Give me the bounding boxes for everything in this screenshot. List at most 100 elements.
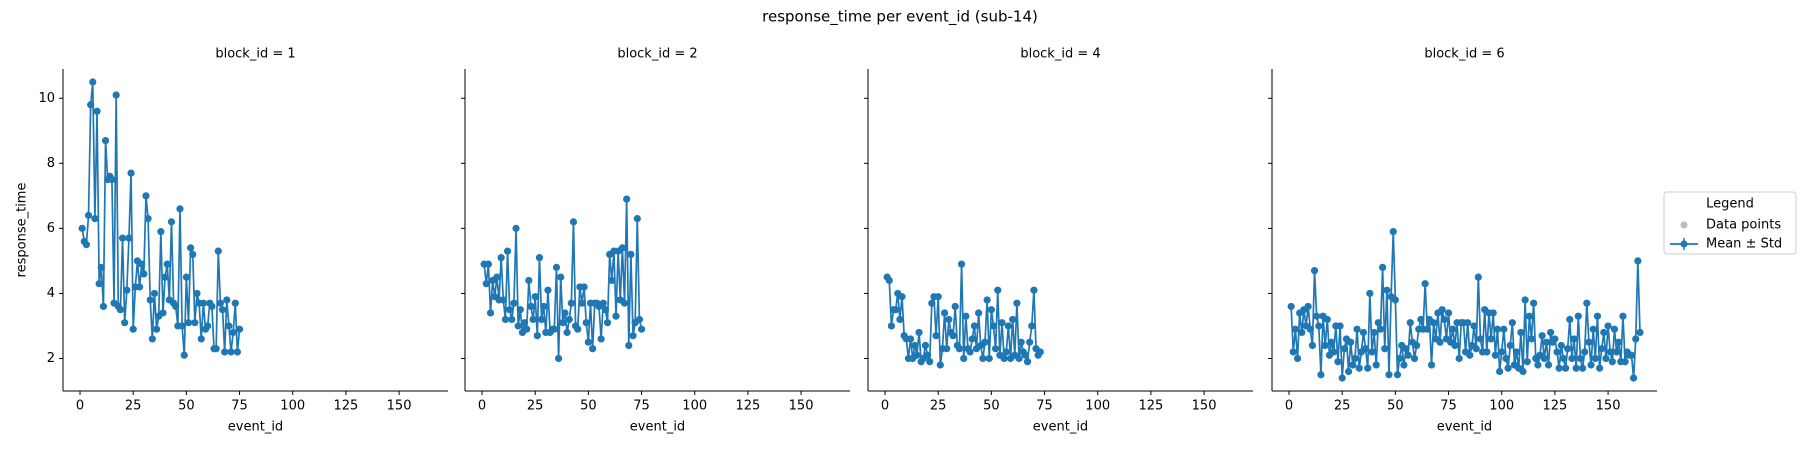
x-tick-label: 125: [735, 399, 760, 414]
point: [1589, 325, 1597, 333]
point: [482, 280, 490, 288]
point: [544, 286, 552, 294]
point: [163, 260, 171, 268]
point: [118, 234, 127, 242]
point: [1578, 364, 1587, 372]
point: [1553, 348, 1561, 356]
point: [608, 276, 616, 285]
point: [998, 319, 1006, 327]
point: [1627, 351, 1636, 359]
point: [1540, 354, 1548, 363]
point: [955, 345, 964, 353]
point: [1544, 361, 1553, 369]
point: [214, 247, 222, 255]
point: [1413, 341, 1421, 350]
point: [915, 328, 923, 337]
point: [960, 354, 968, 363]
point: [633, 215, 641, 223]
point: [535, 254, 544, 262]
point: [1632, 335, 1640, 343]
point: [1534, 361, 1542, 369]
x-tick-label: 100: [280, 399, 305, 414]
point: [127, 169, 135, 177]
point: [78, 224, 86, 232]
point: [637, 325, 646, 333]
point: [146, 296, 154, 304]
x-tick-label: 150: [789, 399, 814, 414]
legend-title: Legend: [1706, 197, 1754, 212]
point: [1379, 263, 1387, 272]
point: [1506, 341, 1514, 350]
point: [589, 345, 597, 353]
point: [1291, 325, 1299, 333]
point: [229, 328, 237, 337]
x-tick-label: 50: [983, 399, 1000, 414]
point: [1602, 354, 1610, 363]
point: [1310, 267, 1319, 275]
point: [966, 348, 974, 356]
point: [123, 286, 131, 294]
point: [221, 348, 229, 356]
point: [1402, 345, 1410, 353]
x-tick-label: 0: [1285, 399, 1293, 414]
point: [1487, 335, 1495, 343]
point: [508, 315, 516, 324]
point: [204, 322, 212, 330]
point: [1406, 319, 1414, 327]
point: [940, 309, 949, 317]
point: [1585, 338, 1593, 346]
point: [1023, 358, 1032, 366]
point: [1612, 348, 1621, 356]
y-tick-label: 2: [47, 351, 55, 366]
point: [1502, 354, 1510, 363]
point: [1591, 354, 1599, 363]
point: [1483, 348, 1491, 356]
point: [921, 341, 930, 350]
point: [1604, 322, 1612, 330]
point: [1383, 286, 1391, 294]
point: [227, 348, 235, 356]
point: [923, 351, 932, 359]
point: [1561, 364, 1570, 372]
point: [510, 299, 518, 307]
point: [962, 312, 970, 320]
point: [1440, 315, 1448, 324]
point: [1317, 371, 1325, 379]
point: [1466, 351, 1474, 359]
point: [612, 312, 620, 320]
point: [565, 315, 573, 324]
point: [1298, 328, 1306, 337]
point: [1013, 299, 1021, 307]
point: [1495, 367, 1504, 376]
x-tick-label: 150: [1596, 399, 1621, 414]
point: [1385, 371, 1393, 379]
legend-label: Mean ± Std: [1706, 237, 1782, 252]
point: [582, 319, 590, 327]
point: [992, 345, 1000, 353]
point: [1472, 345, 1480, 353]
x-axis-label: event_id: [1033, 420, 1088, 435]
point: [968, 335, 976, 343]
point: [1330, 348, 1338, 356]
point: [1306, 325, 1314, 333]
point: [1476, 335, 1485, 343]
point: [99, 302, 108, 311]
point: [187, 244, 195, 252]
point: [231, 299, 239, 307]
point: [932, 332, 940, 340]
x-tick-label: 25: [1334, 399, 1351, 414]
point: [1391, 296, 1399, 304]
point: [569, 218, 578, 226]
point: [1598, 345, 1606, 353]
point: [1396, 354, 1404, 363]
point: [1610, 325, 1619, 333]
point: [936, 361, 944, 369]
point: [1370, 328, 1378, 337]
point: [1557, 341, 1565, 350]
point: [1021, 351, 1030, 359]
point: [93, 107, 101, 115]
point: [191, 319, 199, 327]
point: [1451, 341, 1459, 350]
point: [87, 101, 95, 109]
x-tick-label: 75: [1036, 399, 1053, 414]
